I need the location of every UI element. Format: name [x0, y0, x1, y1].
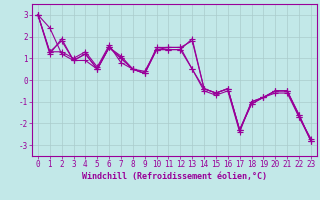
X-axis label: Windchill (Refroidissement éolien,°C): Windchill (Refroidissement éolien,°C) [82, 172, 267, 181]
